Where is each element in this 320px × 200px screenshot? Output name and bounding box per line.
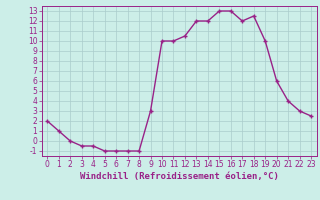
X-axis label: Windchill (Refroidissement éolien,°C): Windchill (Refroidissement éolien,°C) <box>80 172 279 181</box>
